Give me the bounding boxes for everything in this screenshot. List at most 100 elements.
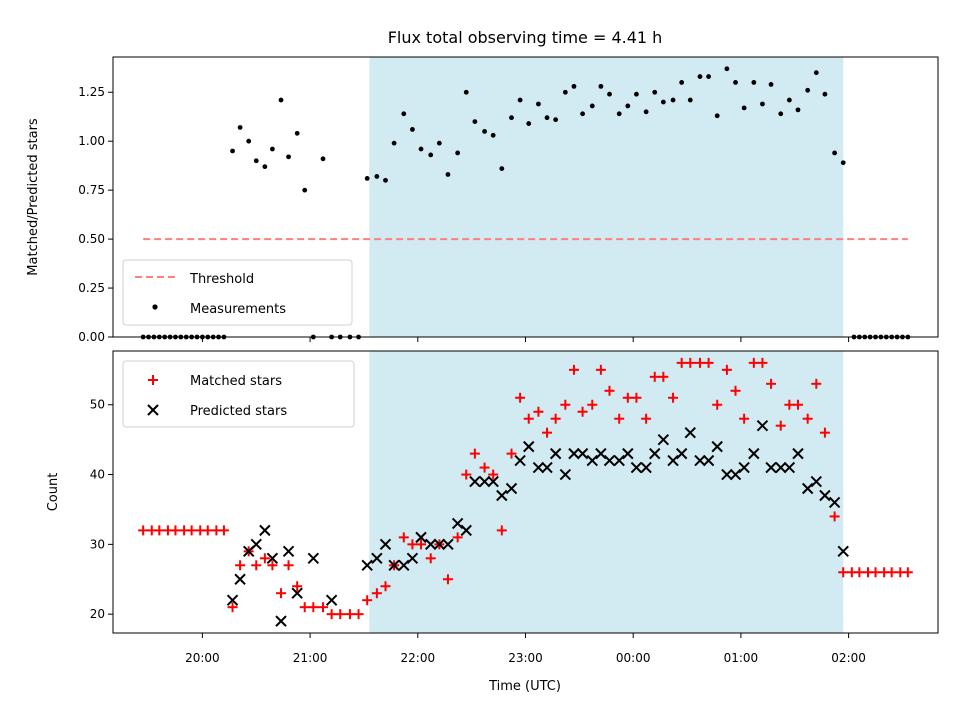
bottom-predicted-stars-point [801, 482, 814, 495]
bottom-predicted-stars-point [361, 559, 373, 571]
bottom-y-tick-label: 20 [90, 607, 105, 621]
bottom-matched-stars-point [766, 378, 777, 389]
bottom-matched-stars-point [902, 567, 913, 578]
top-measurements-point [625, 103, 631, 109]
top-measurements-point [410, 127, 415, 132]
top-measurements-point [687, 97, 693, 103]
bottom-y-tick-label: 40 [90, 468, 105, 482]
bottom-predicted-stars-point [307, 552, 320, 565]
bottom-matched-stars-point [138, 525, 149, 536]
x-tick-label: 01:00 [724, 651, 759, 665]
top-measurements-point [455, 150, 461, 156]
top-measurements-point [526, 121, 532, 126]
bottom-matched-stars-point [292, 581, 303, 592]
bottom-matched-stars-point [452, 532, 463, 543]
bottom-predicted-stars-point [595, 447, 607, 460]
top-measurements-point [262, 164, 268, 170]
bottom-predicted-stars-point [487, 475, 499, 488]
top-measurements-point [768, 82, 774, 87]
legend-predicted-swatch [147, 404, 159, 416]
bottom-matched-stars-point [721, 364, 732, 375]
top-measurements-point [813, 70, 819, 76]
bottom-matched-stars-point [641, 413, 652, 424]
bottom-matched-stars-point [802, 413, 813, 424]
bottom-matched-stars-point [587, 399, 598, 410]
x-tick-label: 23:00 [508, 651, 543, 665]
top-measurements-point [499, 166, 505, 172]
top-measurements-point [562, 89, 568, 95]
top-measurements-point [805, 87, 811, 93]
bottom-predicted-stars-point [234, 573, 246, 585]
bottom-yticks: 20 30 40 50 [90, 398, 113, 621]
bottom-matched-stars-point [227, 602, 238, 613]
top-measurements-point [751, 80, 757, 85]
bottom-predicted-stars-point [765, 461, 777, 474]
bottom-marks [138, 357, 913, 627]
bottom-matched-stars-point [838, 567, 849, 578]
bottom-predicted-stars-point [469, 475, 481, 488]
bottom-matched-stars-point [353, 609, 364, 620]
bottom-predicted-stars-point [406, 552, 419, 565]
bottom-predicted-stars-point [505, 482, 518, 495]
top-measurements-point [660, 99, 666, 105]
bottom-matched-stars-point [829, 511, 840, 522]
top-measurements-point [294, 130, 300, 136]
top-measurements-point [517, 97, 523, 103]
bottom-matched-stars-point [685, 357, 696, 368]
bottom-matched-stars-point [398, 532, 409, 543]
bottom-predicted-stars-point [291, 587, 303, 599]
bottom-matched-stars-point [299, 602, 310, 613]
top-measurements-point [364, 175, 370, 181]
top-y-tick-label: 0.25 [78, 281, 105, 295]
top-measurements-point [607, 91, 612, 97]
bottom-matched-stars-point [658, 371, 669, 382]
bottom-predicted-stars-point [549, 447, 562, 460]
bottom-matched-stars-point [326, 609, 337, 620]
bottom-predicted-stars-point [433, 538, 446, 551]
bottom-matched-stars-point [542, 427, 553, 438]
top-y-tick-label: 0.75 [78, 183, 105, 197]
top-measurements-point [679, 80, 685, 85]
top-measurements-point [598, 83, 604, 89]
bottom-predicted-stars-point [275, 615, 287, 627]
bottom-matched-stars-point [416, 539, 427, 550]
top-span [369, 57, 844, 337]
bottom-predicted-stars-point [756, 419, 769, 432]
bottom-predicted-stars-point [630, 461, 643, 474]
top-measurements-point [391, 140, 397, 146]
bottom-matched-stars-point [506, 448, 517, 459]
top-y-tick-label: 1.00 [78, 134, 105, 148]
bottom-matched-stars-point [775, 420, 786, 431]
top-measurements-point [544, 115, 550, 121]
x-tick-label: 00:00 [616, 651, 651, 665]
bottom-matched-stars-point [739, 413, 750, 424]
bottom-predicted-stars-point [613, 454, 625, 467]
bottom-matched-stars-point [694, 357, 705, 368]
bottom-predicted-stars-point [325, 594, 338, 606]
bottom-predicted-stars-point [568, 447, 580, 460]
top-measurements-point [472, 119, 478, 125]
bottom-matched-stars-point [283, 560, 294, 571]
bottom-matched-stars-point [668, 392, 679, 403]
bottom-predicted-stars-point [711, 440, 723, 453]
top-measurements-point [697, 74, 703, 79]
bottom-predicted-stars-point [451, 517, 464, 530]
top-measurements-point [724, 66, 730, 72]
bottom-matched-stars-point [425, 553, 436, 564]
top-measurements-point [778, 111, 784, 117]
top-measurements-point [418, 146, 424, 152]
bottom-predicted-stars-point [250, 538, 262, 551]
bottom-matched-stars-point [622, 392, 633, 403]
top-measurements-point [580, 111, 585, 117]
top-yticks: 0.00 0.25 0.50 0.75 1.00 1.25 [78, 85, 113, 344]
bottom-matched-stars-point [469, 448, 480, 459]
bottom-predicted-stars-point [622, 447, 634, 460]
legend-predicted-label: Predicted stars [190, 404, 287, 419]
bottom-predicted-stars-point [603, 454, 616, 467]
top-measurements-point [490, 132, 496, 138]
bottom-matched-stars-point [154, 525, 165, 536]
bottom-predicted-stars-point [514, 454, 526, 467]
top-marks [140, 66, 911, 340]
bottom-matched-stars-point [371, 588, 382, 599]
top-y-tick-label: 0.50 [78, 232, 105, 246]
